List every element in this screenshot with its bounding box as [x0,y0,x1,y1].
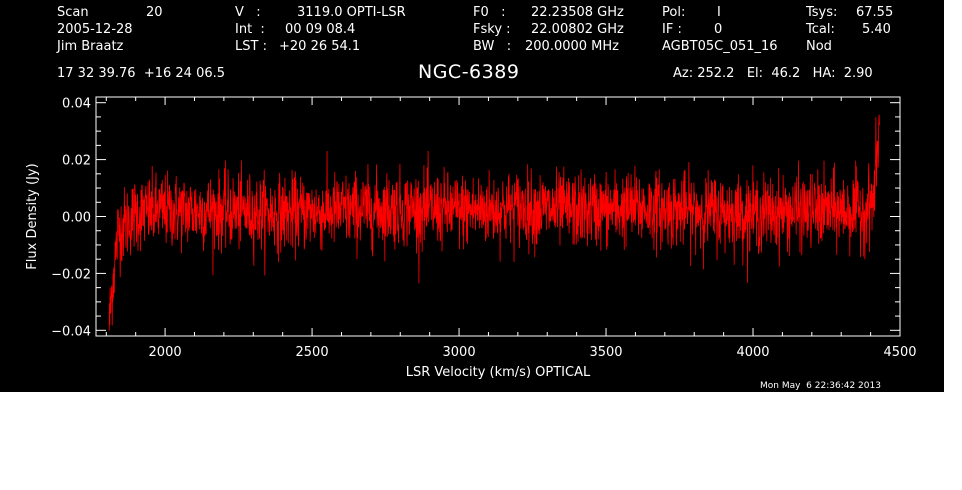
fsky-value: 22.00802 GHz [531,22,624,37]
spectrum-chart: 2000 2500 3000 3500 4000 4500 −0.04 −0.02 0.00 0… [25,96,917,380]
x-tick-label: 4500 [883,345,916,360]
tsys-value: 67.55 [856,5,894,20]
chart-title: NGC-6389 [418,61,520,83]
scan-value: 20 [146,5,163,20]
source-coordinates: 17 32 39.76 +16 24 06.5 [57,66,226,81]
y-tick-label: 0.02 [62,154,91,169]
x-tick-label: 3500 [589,345,622,360]
y-axis-label: Flux Density (Jy) [25,163,40,269]
obs-mode: Nod [806,39,832,54]
velocity-value: 3119.0 OPTI-LSR [297,5,406,20]
x-tick-label: 4000 [736,345,769,360]
f0-label: F0 : [473,5,506,20]
y-tick-label: −0.02 [51,267,91,282]
spectrum-trace-layer [108,114,880,331]
bw-label: BW : [473,39,512,54]
az-el-ha: Az: 252.2 El: 46.2 HA: 2.90 [673,66,873,81]
tcal-label: Tcal: [806,22,835,37]
y-tick-label: −0.04 [51,324,91,339]
x-tick-label: 2500 [296,345,329,360]
tcal-value: 5.40 [862,22,891,37]
f0-value: 22.23508 GHz [531,5,624,20]
scan-label: Scan [57,5,89,20]
y-tick-label: 0.00 [62,211,91,226]
y-axis-ticks: −0.04 −0.02 0.00 0.02 0.04 [51,97,900,339]
x-tick-label: 2000 [149,345,182,360]
session-id: AGBT05C_051_16 [662,39,778,54]
pol-label: Pol: [662,5,686,20]
lst-value: +20 26 54.1 [279,39,361,54]
observer-name: Jim Braatz [57,39,124,54]
plot-timestamp: Mon May 6 22:36:42 2013 [760,381,881,391]
x-axis-ticks: 2000 2500 3000 3500 4000 4500 [105,97,917,360]
x-tick-label: 3000 [443,345,476,360]
plot-panel: Scan 20 2005-12-28 Jim Braatz V : 3119.0… [0,0,944,392]
bw-value: 200.0000 MHz [525,39,619,54]
y-tick-label: 0.04 [62,97,91,112]
obs-date: 2005-12-28 [57,22,133,37]
if-value: 0 [714,22,723,37]
int-value: 00 09 08.4 [285,22,356,37]
velocity-label: V : [235,5,261,20]
if-label: IF : [662,22,682,37]
lst-label: LST : [235,39,267,54]
pol-value: I [717,5,721,20]
fsky-label: Fsky : [473,22,511,37]
x-axis-label: LSR Velocity (km/s) OPTICAL [406,365,591,380]
spectrum-line [108,114,880,331]
int-label: Int : [235,22,265,37]
tsys-label: Tsys: [806,5,838,20]
